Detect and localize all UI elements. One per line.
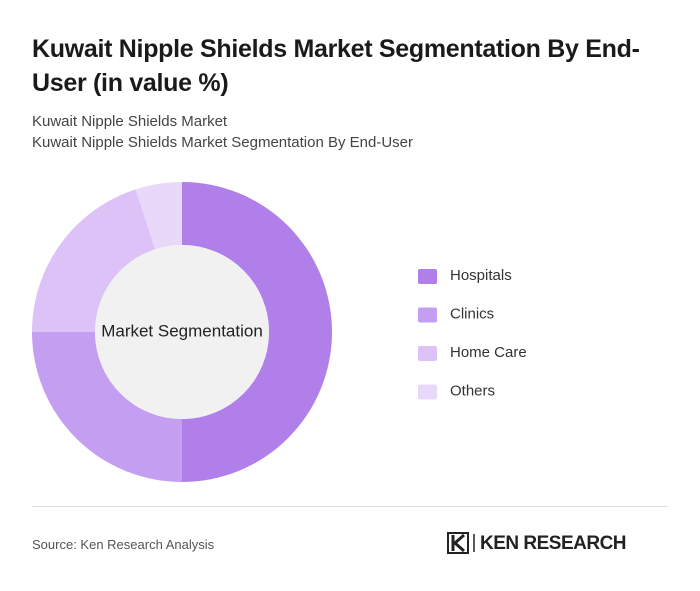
chart-title: Kuwait Nipple Shields Market Segmentatio… [32, 35, 640, 97]
source: Source: Ken Research Analysis [32, 537, 215, 552]
donut-slice [182, 182, 332, 482]
legend-label: Home Care [450, 344, 527, 361]
subtitle: Kuwait Nipple Shields Market [32, 113, 228, 130]
logo-text: KEN RESEARCH [480, 533, 626, 554]
donut-slice [32, 332, 182, 482]
logo-icon [447, 532, 475, 554]
center-label: Market Segmentation [101, 321, 263, 340]
subtitle: Kuwait Nipple Shields Market Segmentatio… [32, 134, 414, 151]
legend-label: Others [450, 382, 495, 399]
donut-slice [135, 182, 182, 250]
legend-label: Clinics [450, 305, 494, 322]
legend-swatch [418, 307, 437, 323]
donut-slice [32, 189, 156, 332]
separator [32, 506, 668, 507]
legend-swatch [418, 346, 437, 361]
donut-hole [95, 245, 269, 419]
legend-swatch [418, 269, 437, 284]
legend-label: Hospitals [450, 267, 512, 284]
legend-swatch [418, 384, 437, 400]
